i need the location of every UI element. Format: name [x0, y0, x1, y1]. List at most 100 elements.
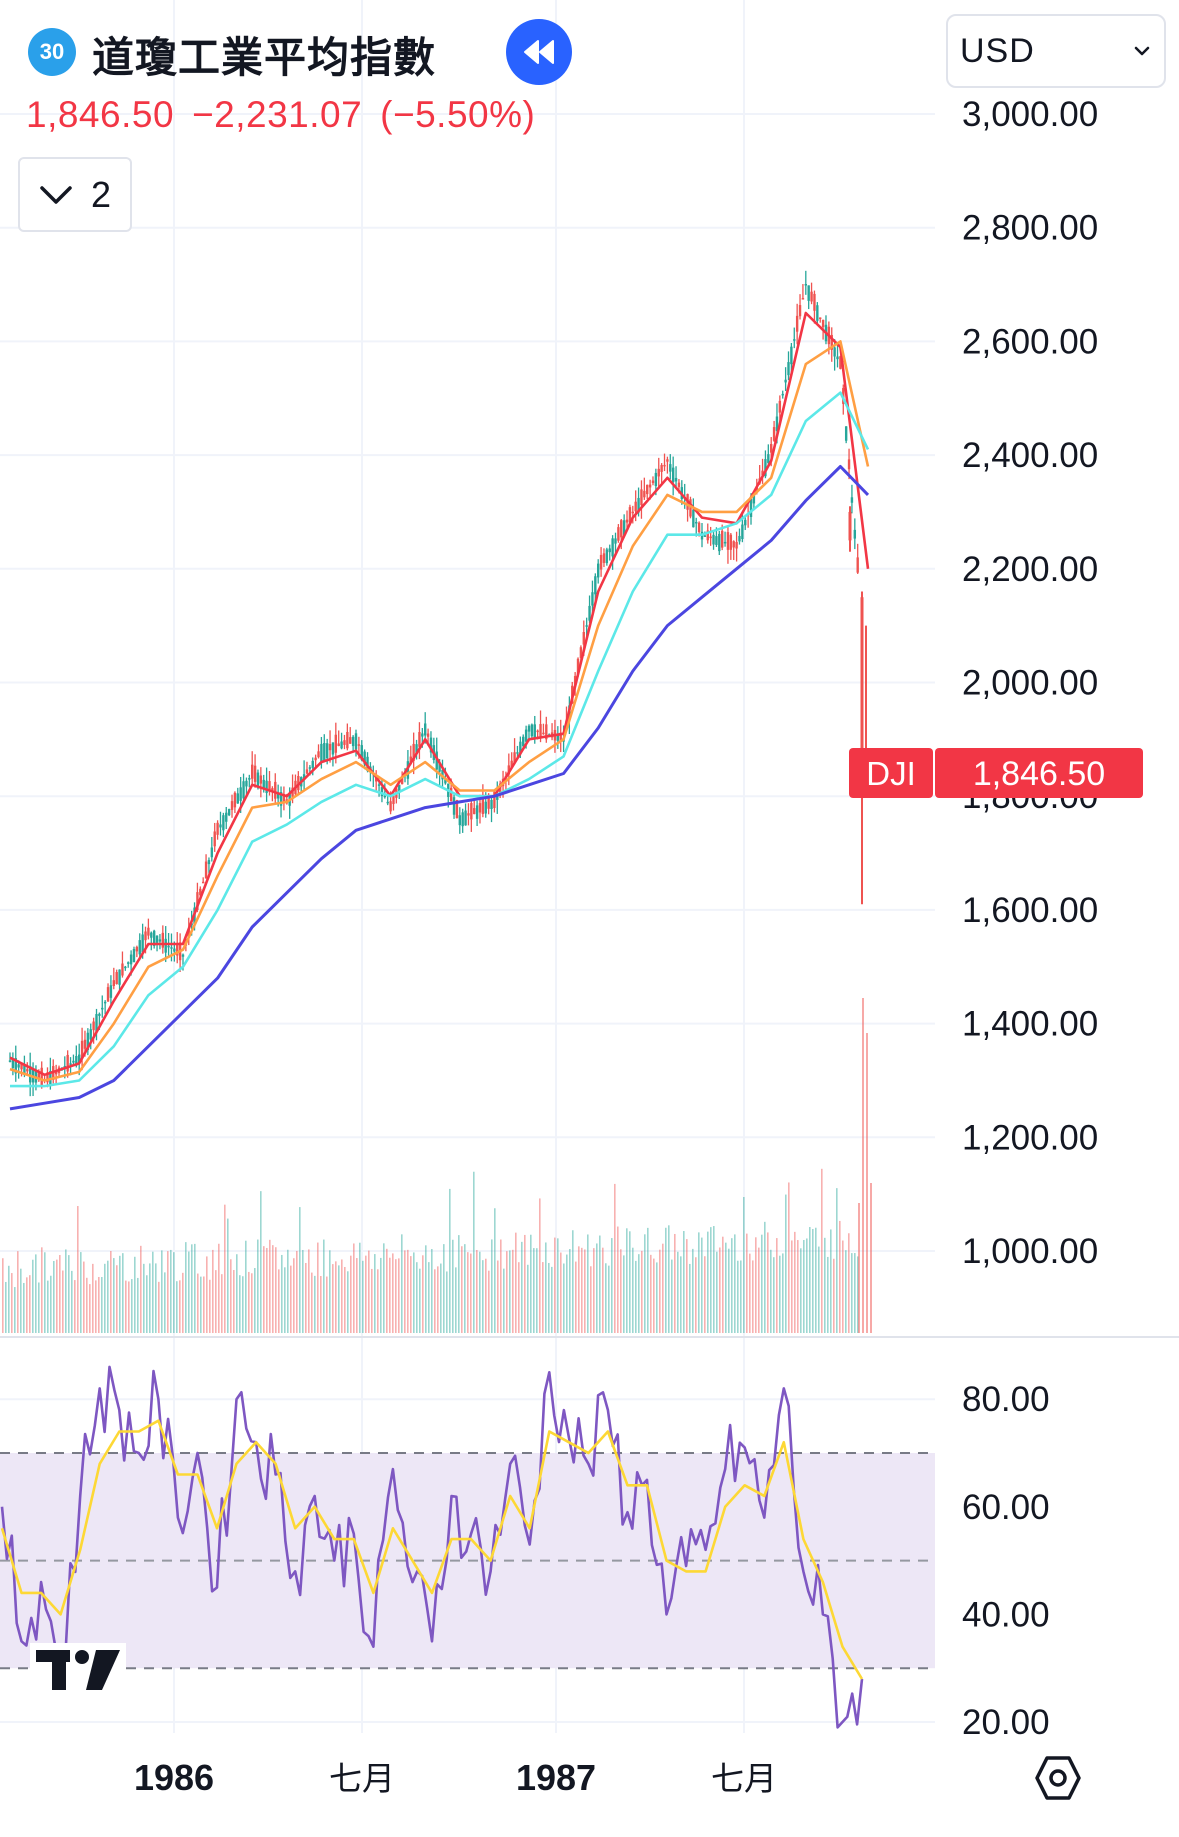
volume-bar: [563, 1263, 565, 1333]
candle-body: [510, 760, 513, 768]
volume-bar: [485, 1258, 487, 1333]
volume-bar: [824, 1237, 826, 1333]
symbol-name[interactable]: 道瓊工業平均指數: [92, 33, 437, 82]
volume-bar: [215, 1270, 217, 1333]
volume-bar: [26, 1277, 28, 1333]
volume-bar: [209, 1279, 211, 1333]
candle-body: [807, 285, 810, 301]
candle-body: [467, 813, 470, 816]
volume-bar: [857, 1256, 859, 1333]
volume-bar: [809, 1227, 811, 1333]
volume-bar: [164, 1272, 166, 1333]
volume-bar: [407, 1249, 409, 1333]
volume-bar: [167, 1251, 169, 1333]
candle-body: [608, 548, 611, 553]
candle-body: [637, 497, 640, 513]
candle-body: [75, 1056, 78, 1066]
volume-bar: [92, 1263, 94, 1333]
candle-body: [602, 553, 606, 563]
volume-bar: [287, 1249, 289, 1333]
volume-bar: [233, 1270, 235, 1333]
volume-bar: [128, 1281, 130, 1333]
price-tick-label: 1,400.00: [962, 1005, 1098, 1044]
volume-bar: [416, 1262, 418, 1333]
volume-bar: [629, 1231, 631, 1333]
candle-body: [421, 733, 424, 737]
volume-bar: [509, 1250, 511, 1333]
volume-bar: [614, 1183, 616, 1333]
candle-body: [576, 658, 580, 675]
rsi-tick-label: 80.00: [962, 1380, 1050, 1419]
volume-bar: [782, 1253, 784, 1333]
volume-bar: [146, 1275, 148, 1333]
symbol-badge: 30: [28, 28, 76, 76]
candle-body: [265, 780, 268, 794]
candle-body: [78, 1054, 81, 1063]
volume-bar: [773, 1257, 775, 1333]
volume-bar: [551, 1266, 553, 1333]
candle-body: [790, 346, 793, 365]
volume-bar: [701, 1237, 703, 1333]
replay-button[interactable]: [506, 19, 572, 85]
candle-body: [795, 315, 799, 332]
volume-bar: [644, 1234, 646, 1333]
volume-bar: [71, 1270, 73, 1333]
volume-bar: [458, 1235, 460, 1333]
candle-body: [720, 530, 724, 548]
volume-bar: [791, 1240, 793, 1333]
candle-body: [40, 1067, 43, 1086]
candle-body: [770, 444, 773, 453]
volume-bar: [395, 1259, 397, 1333]
chart-settings-button[interactable]: [1030, 1750, 1086, 1806]
volume-bar: [812, 1228, 814, 1333]
candle-body: [527, 725, 531, 732]
moving-average-line: [9, 311, 870, 1077]
candle-body: [784, 379, 787, 383]
volume-bar: [221, 1274, 223, 1333]
candle-body: [259, 775, 263, 784]
price-axis[interactable]: 3,000.00 2,800.00 2,600.00 2,400.00 2,200.00…: [962, 95, 1098, 1742]
volume-bar: [419, 1268, 421, 1333]
candle-body: [473, 808, 476, 815]
candle-body: [646, 484, 649, 495]
candle-body: [458, 815, 461, 826]
volume-bar: [386, 1248, 388, 1333]
rsi-tick-label: 20.00: [962, 1703, 1050, 1742]
volume-bar: [266, 1247, 268, 1333]
candle-body: [847, 459, 851, 470]
volume-bar: [479, 1251, 481, 1333]
volume-bar: [335, 1261, 337, 1333]
candle-body: [11, 1058, 15, 1069]
candle-body: [559, 732, 562, 742]
candle-body: [354, 733, 358, 750]
collapse-indicators-button[interactable]: 2: [18, 157, 132, 232]
volume-bar: [305, 1262, 307, 1333]
currency-select[interactable]: USD: [946, 14, 1166, 88]
volume-bar: [524, 1234, 526, 1333]
tradingview-logo[interactable]: [30, 1643, 126, 1697]
candle-body: [718, 533, 721, 552]
time-axis[interactable]: 1986 七月 1987 七月: [134, 1757, 777, 1798]
volume-bar: [380, 1257, 382, 1333]
currency-value: USD: [960, 31, 1035, 70]
candle-body: [556, 735, 560, 741]
candle-body: [752, 494, 756, 504]
volume-bar: [539, 1198, 541, 1333]
volume-bar: [674, 1233, 676, 1333]
volume-bar: [260, 1191, 262, 1333]
candle-body: [611, 538, 614, 557]
candle-body: [798, 305, 802, 317]
candle-body: [213, 831, 216, 847]
volume-bar: [317, 1242, 319, 1333]
candle-body: [622, 520, 626, 536]
volume-bar: [632, 1247, 634, 1333]
volume-bar: [89, 1284, 91, 1333]
volume-bar: [290, 1265, 292, 1333]
volume-bar: [68, 1255, 70, 1333]
candle-body: [677, 482, 681, 488]
candle-body: [308, 767, 312, 769]
price-tick-label: 2,000.00: [962, 664, 1098, 703]
price-label-symbol-box: [849, 748, 933, 798]
volume-bar: [17, 1251, 19, 1333]
